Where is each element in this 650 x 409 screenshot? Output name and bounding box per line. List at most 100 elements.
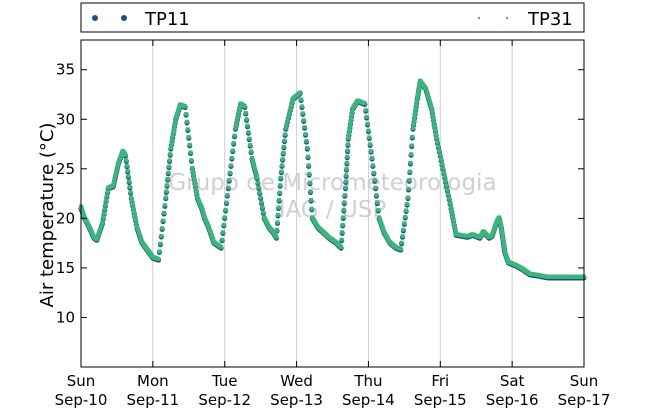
data-point	[257, 190, 262, 195]
data-point	[340, 222, 345, 227]
data-point	[309, 198, 314, 203]
data-point	[281, 144, 286, 149]
data-point	[235, 116, 240, 121]
data-point	[112, 177, 117, 182]
data-point	[449, 205, 454, 210]
data-point	[290, 100, 295, 105]
data-point	[171, 127, 176, 132]
data-point	[220, 237, 225, 242]
data-point	[104, 194, 109, 199]
data-point	[114, 169, 119, 174]
data-point	[234, 119, 239, 124]
data-point	[165, 176, 170, 181]
data-point	[426, 93, 431, 98]
data-point	[438, 153, 443, 158]
data-point	[186, 135, 191, 140]
data-point	[368, 142, 373, 147]
data-point	[111, 180, 116, 185]
data-point	[282, 138, 287, 143]
data-point	[413, 111, 418, 116]
data-point	[98, 226, 103, 231]
x-axis: SunSep-10MonSep-11TueSep-12WedSep-13ThuS…	[55, 40, 610, 409]
data-point	[170, 138, 175, 143]
data-point	[342, 193, 347, 198]
data-point	[432, 121, 437, 126]
data-point	[253, 168, 258, 173]
data-point	[253, 170, 258, 175]
data-point	[134, 221, 139, 226]
data-point	[416, 92, 421, 97]
data-point	[115, 163, 120, 168]
data-point	[341, 215, 346, 220]
data-point	[233, 126, 238, 131]
data-point	[446, 192, 451, 197]
data-point	[308, 189, 313, 194]
data-point	[129, 195, 134, 200]
data-point	[426, 96, 431, 101]
data-point	[229, 155, 234, 160]
data-point	[102, 207, 107, 212]
data-point	[283, 126, 288, 131]
data-point	[260, 205, 265, 210]
data-point	[247, 136, 252, 141]
data-point	[128, 190, 133, 195]
series-tp31	[79, 78, 586, 279]
y-axis: 10 15 20 25 30 35	[56, 61, 584, 326]
data-point	[347, 128, 352, 133]
data-point	[234, 123, 239, 128]
data-point	[277, 190, 282, 195]
data-point	[417, 83, 422, 88]
plot-frame	[80, 39, 585, 368]
data-point	[414, 103, 419, 108]
data-point	[250, 158, 255, 163]
y-tick-label: 20	[56, 209, 75, 227]
data-point	[189, 158, 194, 163]
data-point	[350, 110, 355, 115]
data-point	[113, 175, 118, 180]
data-point	[224, 200, 229, 205]
data-point	[345, 142, 350, 147]
data-point	[161, 210, 166, 215]
data-point	[185, 127, 190, 132]
data-point	[408, 160, 413, 165]
data-point	[104, 198, 109, 203]
data-point	[96, 232, 101, 237]
data-point	[449, 208, 454, 213]
data-point	[244, 117, 249, 122]
data-point	[165, 183, 170, 188]
data-point	[191, 169, 196, 174]
data-point	[347, 124, 352, 129]
x-tick-label-date: Sep-14	[342, 391, 395, 409]
data-point	[444, 183, 449, 188]
data-point	[450, 212, 455, 217]
data-point	[410, 134, 415, 139]
data-point	[403, 214, 408, 219]
data-point	[275, 220, 280, 225]
data-point	[254, 173, 259, 178]
data-point	[344, 173, 349, 178]
watermark-line: IAG / USP	[279, 197, 387, 223]
data-point	[430, 113, 435, 118]
data-point	[343, 179, 348, 184]
data-point	[258, 195, 263, 200]
legend-marker	[92, 15, 98, 21]
x-tick-label-day: Sat	[500, 372, 525, 390]
data-point	[345, 154, 350, 159]
data-point	[348, 121, 353, 126]
data-point	[409, 143, 414, 148]
data-point	[249, 149, 254, 154]
data-point	[95, 235, 100, 240]
data-point	[364, 115, 369, 120]
data-point	[398, 247, 403, 252]
data-point	[284, 122, 289, 127]
legend-label: TP31	[527, 9, 573, 30]
data-point	[246, 130, 251, 135]
data-point	[158, 241, 163, 246]
data-point	[299, 104, 304, 109]
legend-label: TP11	[144, 9, 190, 30]
data-point	[349, 117, 354, 122]
data-point	[191, 173, 196, 178]
data-point	[283, 132, 288, 137]
data-point	[133, 217, 138, 222]
legend-marker	[121, 15, 127, 21]
